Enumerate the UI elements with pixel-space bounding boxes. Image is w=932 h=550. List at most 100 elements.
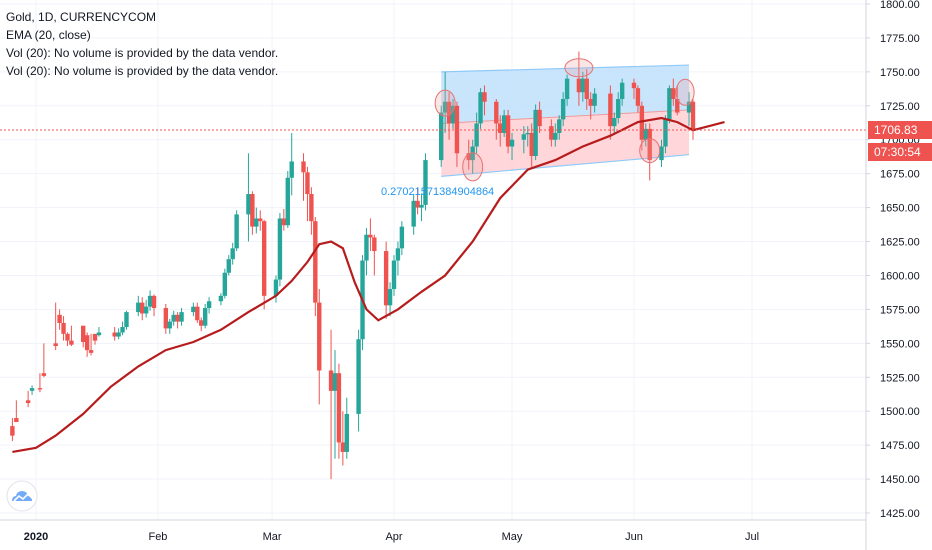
candle-body xyxy=(639,105,645,140)
candle-body xyxy=(498,123,503,133)
candle-body xyxy=(564,78,570,100)
candle-body xyxy=(387,289,393,306)
candle-body xyxy=(41,373,47,376)
candle-body xyxy=(619,82,625,100)
candle-body xyxy=(411,200,416,227)
candle-body xyxy=(116,332,121,337)
candle-body xyxy=(25,400,31,404)
volume-legend-line[interactable]: Vol (20): No volume is provided by the d… xyxy=(6,64,279,78)
candle-body xyxy=(521,134,527,140)
tradingview-cloud-icon[interactable] xyxy=(6,480,38,512)
candle-body xyxy=(285,177,290,226)
candle-body xyxy=(163,308,169,329)
candle-body xyxy=(525,132,530,135)
candle-body xyxy=(368,234,373,238)
highlight-ellipse xyxy=(675,78,695,106)
ema-line xyxy=(12,116,725,453)
time-tick-label: Jun xyxy=(625,531,643,543)
candle-body xyxy=(364,234,369,261)
candle-body xyxy=(553,132,558,140)
candle-body xyxy=(663,119,668,147)
candle-body xyxy=(529,132,534,157)
candle-body xyxy=(415,200,420,208)
candle-body xyxy=(643,128,648,140)
candle-body xyxy=(202,308,208,326)
candle-body xyxy=(576,78,582,93)
candle-body xyxy=(588,99,593,106)
price-tick-label: 1725.00 xyxy=(880,101,920,113)
candle-body xyxy=(478,92,483,124)
candle-body xyxy=(372,237,377,252)
candle-body xyxy=(592,93,597,106)
candle-body xyxy=(258,218,263,222)
candle-body xyxy=(344,413,349,452)
highlight-ellipses[interactable] xyxy=(434,58,695,182)
candle-body xyxy=(423,160,428,205)
candle-body xyxy=(383,251,389,306)
candle-body xyxy=(313,221,318,303)
symbol-line[interactable]: Gold, 1D, CURRENCYCOM xyxy=(6,10,157,24)
candle-body xyxy=(37,388,43,390)
candle-body xyxy=(222,272,228,296)
candle-body xyxy=(84,335,90,351)
ema-series-line xyxy=(12,116,725,453)
time-tick-label: Feb xyxy=(148,531,167,543)
candle-body xyxy=(509,139,515,147)
candle-body xyxy=(494,101,499,124)
candle-body xyxy=(537,109,542,127)
candle-body xyxy=(317,302,322,371)
candle-body xyxy=(549,126,554,140)
time-axis[interactable]: 2020 Feb Mar Apr May Jun Jul xyxy=(24,531,759,543)
candles xyxy=(10,51,696,480)
candle-body xyxy=(419,204,424,208)
candle-body xyxy=(301,161,306,173)
price-tick-label: 1475.00 xyxy=(880,440,920,452)
countdown-value: 07:30:54 xyxy=(874,145,921,159)
price-tick-label: 1750.00 xyxy=(880,67,920,79)
candle-body xyxy=(88,350,94,353)
candle-body xyxy=(328,370,334,391)
candle-body xyxy=(501,115,507,133)
candle-body xyxy=(332,373,338,391)
candle-body xyxy=(647,128,652,161)
candle-body xyxy=(608,93,613,127)
candle-body xyxy=(395,248,401,261)
candle-body xyxy=(140,302,145,314)
candle-body xyxy=(254,218,259,227)
candle-body xyxy=(92,333,98,341)
candle-body xyxy=(336,373,342,443)
candle-body xyxy=(580,78,586,93)
candle-body xyxy=(309,194,314,222)
last-price-value: 1706.83 xyxy=(874,123,918,137)
ema-legend-line[interactable]: EMA (20, close) xyxy=(6,28,91,42)
candle-body xyxy=(675,99,680,113)
candle-body xyxy=(450,105,456,124)
candle-body xyxy=(112,332,117,337)
candle-body xyxy=(143,306,149,314)
candle-body xyxy=(533,109,538,157)
price-tick-label: 1600.00 xyxy=(880,270,920,282)
candle-body xyxy=(659,146,664,161)
candle-body xyxy=(195,306,200,321)
candle-body xyxy=(281,218,287,226)
candle-body xyxy=(667,88,672,120)
volume-legend-line[interactable]: Vol (20): No volume is provided by the d… xyxy=(6,46,279,60)
price-tick-label: 1675.00 xyxy=(880,169,920,181)
candle-body xyxy=(289,161,294,178)
candle-body xyxy=(277,218,283,280)
candle-body xyxy=(399,226,405,249)
fib-label: 0.27021571384904864 xyxy=(381,186,494,198)
highlight-ellipse xyxy=(639,138,661,164)
candle-body xyxy=(191,306,196,313)
candle-body xyxy=(557,119,562,133)
candle-body xyxy=(474,123,479,147)
candle-body xyxy=(218,295,224,302)
candle-body xyxy=(14,417,19,423)
candle-body xyxy=(305,172,310,195)
price-tick-label: 1425.00 xyxy=(880,508,920,520)
highlight-ellipse xyxy=(564,58,594,78)
candle-body xyxy=(273,279,279,296)
candle-body xyxy=(584,78,589,100)
candle-body xyxy=(446,101,452,124)
